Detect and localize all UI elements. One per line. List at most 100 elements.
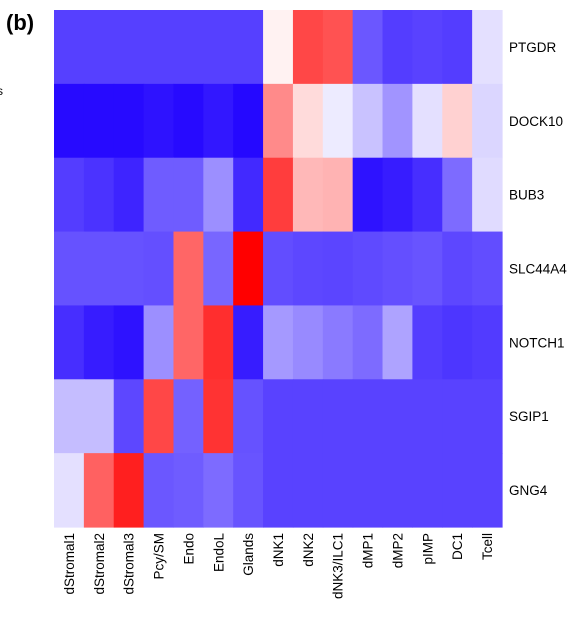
heatmap-cell [203, 453, 234, 528]
heatmap-cell [203, 10, 234, 85]
heatmap-cell [322, 10, 354, 85]
heatmap-cell [233, 10, 264, 85]
heatmap-cell [412, 231, 443, 307]
heatmap-cell [233, 453, 264, 528]
row-labels: PTGDR DOCK10 BUB3 SLC44A4 NOTCH1 SGIP1 GNG4 [509, 40, 567, 498]
heatmap-cell [412, 453, 443, 528]
heatmap-cell [113, 157, 145, 233]
heatmap-cell [472, 10, 503, 85]
heatmap-cell [442, 453, 473, 528]
heatmap-cell [412, 10, 443, 85]
heatmap-cell [83, 83, 115, 159]
heatmap-cell [83, 231, 115, 307]
heatmap-cell [292, 453, 324, 528]
heatmap-cell [203, 231, 234, 307]
row-label: BUB3 [509, 188, 544, 203]
heatmap-cell [233, 305, 264, 380]
heatmap-cell [292, 231, 324, 307]
heatmap-cell [352, 157, 384, 233]
row-label: PTGDR [509, 40, 557, 55]
heatmap-cell [173, 379, 204, 454]
column-labels: dStromal1 dStromal2 dStromal3 Pcy/SM Endo End… [62, 533, 495, 600]
heatmap-cell [322, 157, 354, 233]
heatmap-cell [472, 231, 503, 307]
heatmap-cell [203, 305, 234, 380]
heatmap-cells [54, 10, 503, 528]
heatmap-cell [322, 453, 354, 528]
heatmap-cell [322, 379, 354, 454]
heatmap-cell [292, 305, 324, 380]
heatmap-cell [442, 305, 473, 380]
heatmap-cell [233, 157, 264, 233]
heatmap-cell [412, 157, 443, 233]
heatmap-cell [233, 379, 264, 454]
row-label: DOCK10 [509, 114, 563, 129]
heatmap-cell [54, 231, 85, 307]
heatmap-cell [352, 379, 384, 454]
column-label: EndoL [211, 533, 226, 573]
row-label: GNG4 [509, 483, 548, 498]
column-label: dStromal3 [122, 533, 137, 595]
heatmap-cell [412, 379, 443, 454]
heatmap-cell [382, 453, 413, 528]
heatmap-cell [382, 157, 413, 233]
heatmap-cell [113, 305, 145, 380]
heatmap-cell [472, 379, 503, 454]
heatmap-cell [233, 83, 264, 159]
heatmap-cell [442, 10, 473, 85]
heatmap-cell [382, 231, 413, 307]
heatmap-cell [54, 379, 85, 454]
heatmap-cell [143, 453, 175, 528]
heatmap-cell [412, 83, 443, 159]
heatmap-cell [442, 379, 473, 454]
heatmap-cell [83, 10, 115, 85]
heatmap-cell [263, 231, 294, 307]
heatmap-cell [292, 10, 324, 85]
heatmap-cell [442, 157, 473, 233]
column-label: dNK1 [271, 533, 286, 567]
heatmap-cell [173, 453, 204, 528]
heatmap-cell [113, 83, 145, 159]
heatmap-cell [352, 453, 384, 528]
heatmap-cell [54, 83, 85, 159]
row-label: SLC44A4 [509, 262, 567, 277]
column-label: dStromal1 [62, 533, 77, 595]
heatmap-cell [113, 379, 145, 454]
heatmap-cell [352, 305, 384, 380]
heatmap-cell [113, 453, 145, 528]
heatmap-cell [143, 10, 175, 85]
row-label: NOTCH1 [509, 335, 565, 350]
heatmap-cell [382, 10, 413, 85]
heatmap-cell [263, 379, 294, 454]
heatmap-cell [143, 83, 175, 159]
heatmap-cell [292, 83, 324, 159]
heatmap-cell [472, 83, 503, 159]
heatmap-cell [143, 157, 175, 233]
heatmap-cell [382, 379, 413, 454]
heatmap-cell [54, 453, 85, 528]
heatmap-cell [233, 231, 264, 307]
column-label: Glands [241, 533, 256, 576]
heatmap-cell [472, 305, 503, 380]
heatmap-cell [292, 157, 324, 233]
heatmap-cell [143, 305, 175, 380]
column-label: dStromal2 [92, 533, 107, 595]
heatmap-cell [352, 231, 384, 307]
heatmap-cell [203, 379, 234, 454]
heatmap-cell [263, 305, 294, 380]
heatmap-cell [54, 157, 85, 233]
heatmap-cell [322, 83, 354, 159]
heatmap-cell [412, 305, 443, 380]
column-label: Tcell [480, 533, 495, 560]
column-label: dNK2 [301, 533, 316, 567]
heatmap-cell [442, 231, 473, 307]
heatmap-cell [113, 231, 145, 307]
heatmap-cell [83, 157, 115, 233]
stray-glyph: s [0, 84, 3, 98]
heatmap-cell [54, 10, 85, 85]
heatmap-cell [382, 83, 413, 159]
heatmap-cell [352, 83, 384, 159]
heatmap-cell [352, 10, 384, 85]
heatmap-cell [322, 305, 354, 380]
